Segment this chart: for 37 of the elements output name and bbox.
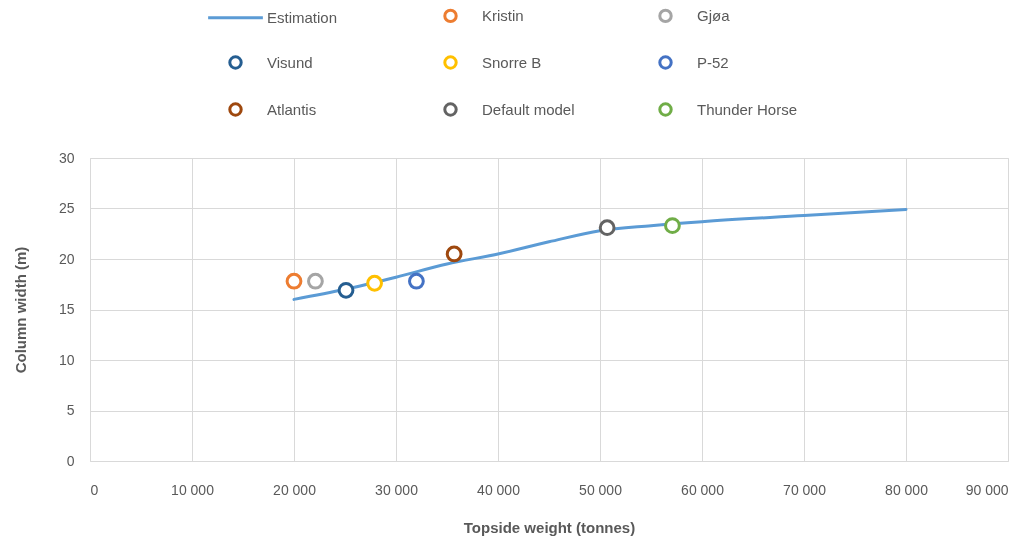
legend-label: Visund — [267, 53, 313, 71]
y-tick-label: 25 — [58, 200, 75, 216]
legend-label: Gjøa — [697, 6, 731, 24]
x-tick-label: 40 000 — [477, 481, 521, 498]
legend-label: Snorre B — [482, 53, 542, 71]
legend-label: Atlantis — [267, 100, 317, 118]
point — [285, 272, 303, 290]
point — [598, 219, 616, 237]
x-tick-label: 50 000 — [579, 481, 623, 498]
y-axis-title: Column width (m) — [11, 246, 29, 374]
y-tick-label: 10 — [58, 351, 75, 368]
point — [366, 274, 383, 292]
x-tick-label: 30 000 — [375, 481, 419, 498]
x-tick-label: 10 000 — [171, 481, 215, 498]
x-tick-label: 20 000 — [273, 481, 317, 498]
point — [307, 272, 324, 290]
x-tick-label: 60 000 — [681, 481, 725, 498]
point — [445, 245, 463, 263]
y-tick-label: 20 — [58, 250, 75, 267]
x-tick-label: 0 — [90, 481, 99, 498]
legend-label: P-52 — [697, 53, 729, 71]
x-tick-label: 80 000 — [885, 481, 929, 498]
legend-label: Default model — [482, 100, 575, 118]
point — [408, 272, 425, 290]
point — [664, 217, 681, 235]
legend-label: Kristin — [482, 6, 524, 24]
legend-label: Estimation — [267, 8, 338, 26]
line-series — [292, 208, 908, 301]
y-tick-label: 30 — [58, 149, 75, 166]
y-tick-label: 0 — [66, 452, 75, 469]
y-tick-label: 5 — [66, 402, 75, 418]
x-axis-title: Topside weight (tonnes) — [463, 518, 636, 536]
x-tick-label: 90 000 — [965, 481, 1009, 498]
y-tick-label: 15 — [58, 301, 75, 317]
x-tick-label: 70 000 — [783, 481, 827, 498]
point — [337, 281, 355, 299]
legend-label: Thunder Horse — [697, 100, 798, 118]
